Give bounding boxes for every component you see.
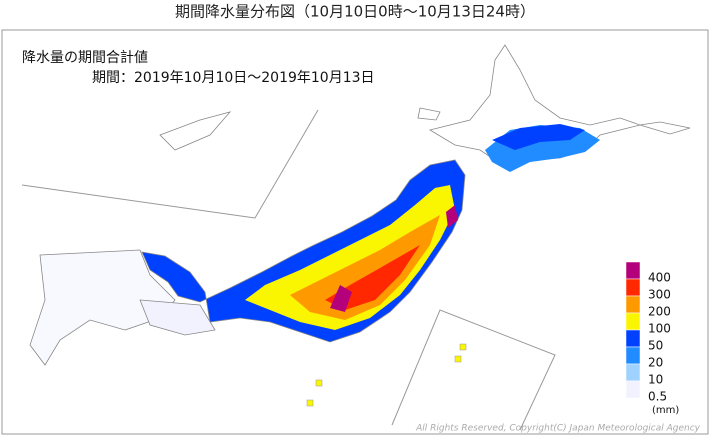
legend-swatch [625, 295, 641, 314]
area-borders [21, 109, 556, 431]
legend-label: 100 [648, 322, 671, 336]
legend-label: 0.5 [648, 390, 667, 404]
legend-label: 300 [648, 288, 671, 302]
legend-label: 400 [648, 271, 671, 285]
legend-swatch [625, 329, 641, 348]
copyright: All Rights Reserved, Copyright(C) Japan … [415, 424, 701, 434]
legend-swatch [625, 278, 641, 297]
legend-swatch [625, 380, 641, 399]
legend-label: 20 [648, 356, 663, 370]
station [454, 355, 462, 363]
legend-swatch [625, 346, 641, 365]
border-line [391, 309, 556, 431]
map-period: 期間：2019年10月10日～2019年10月13日 [92, 70, 375, 86]
map-heading: 降水量の期間合計値 [22, 50, 148, 66]
rain-area [290, 215, 440, 320]
rain-area [446, 205, 458, 228]
legend-label: 50 [648, 339, 663, 353]
island-stations [306, 343, 467, 407]
legend-label: 10 [648, 373, 663, 387]
legend-swatch [625, 363, 641, 382]
page-title: 期間降水量分布図（10月10日0時～10月13日24時） [175, 3, 535, 21]
rain-area [330, 285, 352, 312]
island [417, 107, 441, 121]
land [29, 44, 691, 366]
station [306, 399, 314, 407]
legend-swatch [625, 261, 641, 280]
legend: 400 300 200 100 50 20 10 0.5(mm) [620, 256, 688, 418]
rain-area [492, 124, 585, 150]
shikoku [139, 299, 216, 336]
legend-swatch [625, 312, 641, 331]
border-line [21, 109, 319, 219]
legend-unit: (mm) [652, 405, 679, 416]
west-japan [29, 249, 176, 366]
legend-label: 200 [648, 305, 671, 319]
island [639, 121, 691, 135]
island [159, 111, 232, 151]
station [315, 379, 323, 387]
station [459, 343, 467, 351]
